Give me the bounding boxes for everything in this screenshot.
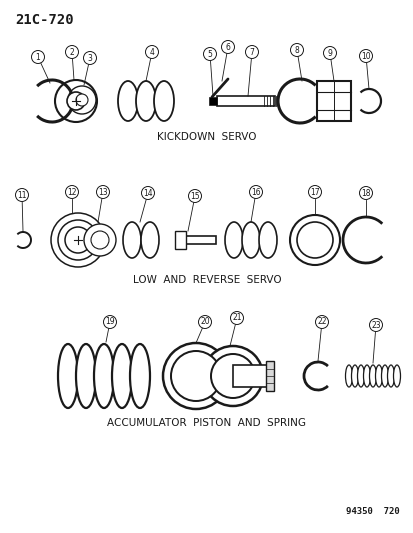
Circle shape bbox=[211, 354, 254, 398]
Ellipse shape bbox=[154, 81, 173, 121]
Text: 3: 3 bbox=[88, 53, 92, 62]
Ellipse shape bbox=[357, 365, 363, 387]
Circle shape bbox=[221, 41, 234, 53]
Text: 2: 2 bbox=[69, 47, 74, 56]
Ellipse shape bbox=[392, 365, 399, 387]
Circle shape bbox=[103, 316, 116, 328]
Text: 16: 16 bbox=[251, 188, 260, 197]
Text: 1: 1 bbox=[36, 52, 40, 61]
Circle shape bbox=[51, 213, 105, 267]
Ellipse shape bbox=[58, 344, 78, 408]
Ellipse shape bbox=[112, 344, 132, 408]
Circle shape bbox=[58, 220, 98, 260]
Circle shape bbox=[296, 222, 332, 258]
Text: ACCUMULATOR  PISTON  AND  SPRING: ACCUMULATOR PISTON AND SPRING bbox=[107, 418, 306, 428]
Text: 12: 12 bbox=[67, 188, 76, 197]
Ellipse shape bbox=[259, 222, 276, 258]
Text: 18: 18 bbox=[361, 189, 370, 198]
Text: 9: 9 bbox=[327, 49, 332, 58]
Text: 13: 13 bbox=[98, 188, 107, 197]
Circle shape bbox=[323, 46, 336, 60]
Circle shape bbox=[68, 86, 96, 114]
Circle shape bbox=[163, 343, 228, 409]
Circle shape bbox=[290, 44, 303, 56]
Bar bbox=[266, 361, 273, 391]
Circle shape bbox=[171, 351, 221, 401]
Ellipse shape bbox=[363, 365, 370, 387]
Circle shape bbox=[55, 80, 97, 122]
Text: 19: 19 bbox=[105, 318, 114, 327]
Ellipse shape bbox=[76, 344, 96, 408]
Circle shape bbox=[91, 231, 109, 249]
Circle shape bbox=[315, 316, 328, 328]
Ellipse shape bbox=[94, 344, 114, 408]
Bar bbox=[233, 365, 271, 387]
Text: 14: 14 bbox=[143, 189, 152, 198]
Circle shape bbox=[202, 346, 262, 406]
Text: 15: 15 bbox=[190, 191, 199, 200]
Text: LOW  AND  REVERSE  SERVO: LOW AND REVERSE SERVO bbox=[133, 275, 280, 285]
Ellipse shape bbox=[224, 222, 242, 258]
Circle shape bbox=[83, 52, 96, 64]
Text: 94350  720: 94350 720 bbox=[345, 506, 399, 515]
Ellipse shape bbox=[369, 365, 375, 387]
Ellipse shape bbox=[242, 222, 259, 258]
Text: 10: 10 bbox=[360, 52, 370, 61]
Text: 7: 7 bbox=[249, 47, 254, 56]
Circle shape bbox=[308, 185, 321, 198]
Bar bbox=[316, 81, 350, 121]
Circle shape bbox=[230, 311, 243, 325]
Text: 6: 6 bbox=[225, 43, 230, 52]
Circle shape bbox=[141, 187, 154, 199]
Text: 5: 5 bbox=[207, 50, 212, 59]
Circle shape bbox=[358, 50, 372, 62]
Circle shape bbox=[65, 227, 91, 253]
Circle shape bbox=[65, 45, 78, 59]
Circle shape bbox=[369, 319, 382, 332]
Circle shape bbox=[188, 190, 201, 203]
Text: 8: 8 bbox=[294, 45, 299, 54]
Ellipse shape bbox=[380, 365, 387, 387]
Circle shape bbox=[15, 189, 28, 201]
Circle shape bbox=[76, 94, 88, 106]
Text: 21C-720: 21C-720 bbox=[15, 13, 74, 27]
Text: 23: 23 bbox=[370, 320, 380, 329]
Circle shape bbox=[65, 185, 78, 198]
Text: 22: 22 bbox=[316, 318, 326, 327]
Circle shape bbox=[245, 45, 258, 59]
Ellipse shape bbox=[123, 222, 141, 258]
Circle shape bbox=[203, 47, 216, 61]
Circle shape bbox=[96, 185, 109, 198]
Circle shape bbox=[249, 185, 262, 198]
Ellipse shape bbox=[345, 365, 351, 387]
Bar bbox=[209, 97, 216, 105]
Ellipse shape bbox=[141, 222, 159, 258]
Ellipse shape bbox=[130, 344, 150, 408]
Bar bbox=[216, 96, 274, 106]
Text: 20: 20 bbox=[200, 318, 209, 327]
Text: 11: 11 bbox=[17, 190, 27, 199]
Bar bbox=[185, 236, 216, 244]
Circle shape bbox=[67, 92, 85, 110]
Text: 21: 21 bbox=[232, 313, 241, 322]
Circle shape bbox=[145, 45, 158, 59]
Circle shape bbox=[84, 224, 116, 256]
Text: 17: 17 bbox=[309, 188, 319, 197]
Circle shape bbox=[289, 215, 339, 265]
Text: 4: 4 bbox=[149, 47, 154, 56]
Circle shape bbox=[31, 51, 44, 63]
Ellipse shape bbox=[375, 365, 382, 387]
Circle shape bbox=[358, 187, 372, 199]
Ellipse shape bbox=[136, 81, 156, 121]
Circle shape bbox=[198, 316, 211, 328]
Ellipse shape bbox=[118, 81, 138, 121]
Ellipse shape bbox=[387, 365, 394, 387]
Bar bbox=[175, 231, 185, 249]
Ellipse shape bbox=[351, 365, 358, 387]
Text: KICKDOWN  SERVO: KICKDOWN SERVO bbox=[157, 132, 256, 142]
